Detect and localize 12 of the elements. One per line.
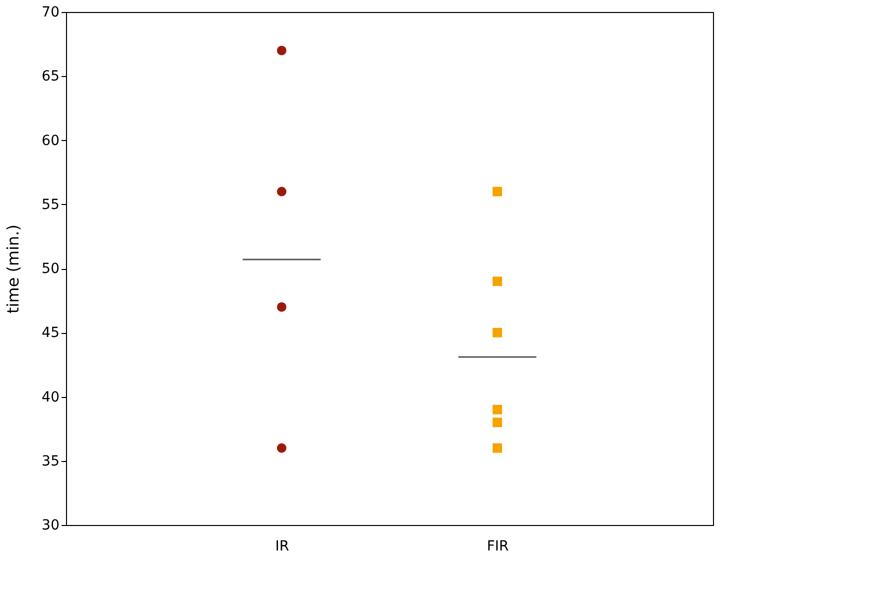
x-tick-label: IR <box>275 538 290 554</box>
y-tick-label: 35 <box>42 453 60 470</box>
y-tick-label: 30 <box>42 518 60 534</box>
y-tick-label: 65 <box>42 68 60 85</box>
y-tick-label: 55 <box>42 196 60 213</box>
y-tick-label: 70 <box>42 4 60 20</box>
y-axis-title: time (min.) <box>4 224 23 314</box>
x-tick-label: FIR <box>486 538 510 554</box>
y-tick-label: 45 <box>42 325 60 342</box>
y-tick-label: 50 <box>42 261 60 277</box>
y-tick-label: 40 <box>42 389 60 406</box>
y-tick-label: 60 <box>42 132 60 149</box>
